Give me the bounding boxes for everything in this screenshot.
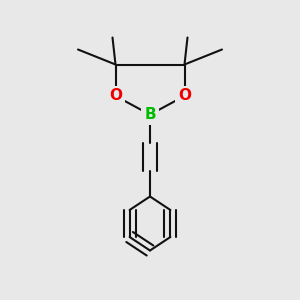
Text: B: B bbox=[144, 107, 156, 122]
Text: O: O bbox=[109, 88, 122, 104]
Text: O: O bbox=[178, 88, 191, 104]
